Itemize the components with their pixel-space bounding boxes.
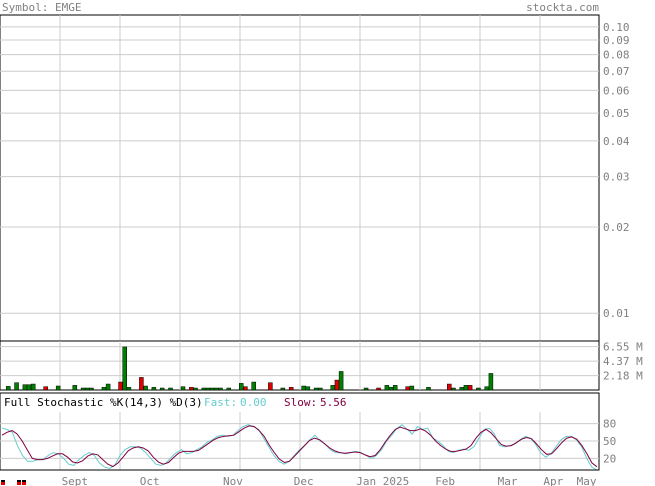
volume-bar <box>201 387 207 391</box>
volume-bar <box>388 387 394 391</box>
volume-bar <box>301 385 306 391</box>
volume-bar <box>55 385 61 391</box>
volume-bar <box>384 385 390 391</box>
volume-bar <box>214 387 219 391</box>
volume-bar <box>122 346 127 391</box>
volume-bar <box>180 386 186 391</box>
x-tick-label: Feb <box>435 475 455 486</box>
volume-bar <box>330 385 336 391</box>
volume-bar <box>189 387 194 391</box>
slow-label: Slow: <box>284 396 317 409</box>
volume-bar <box>488 373 494 391</box>
volume-bar <box>392 385 398 391</box>
price-tick-label: 0.08 <box>603 49 630 62</box>
fast-line <box>1 424 598 471</box>
volume-bar <box>313 387 319 391</box>
stochastic-tick-label: 20 <box>603 452 616 465</box>
volume-bar <box>168 387 173 391</box>
volume-bar <box>251 381 256 391</box>
volume-bar <box>151 387 157 391</box>
volume-bar <box>463 385 469 391</box>
volume-bar <box>288 387 294 391</box>
volume-bar <box>80 387 86 391</box>
x-tick-label: Dec <box>294 475 314 486</box>
volume-bar <box>226 387 232 391</box>
volume-bar <box>43 386 48 391</box>
price-tick-label: 0.01 <box>603 307 630 320</box>
volume-bar <box>22 384 28 391</box>
price-tick-label: 0.02 <box>603 221 630 234</box>
volume-bar <box>409 385 415 391</box>
volume-bar <box>14 382 19 391</box>
volume-bar <box>118 381 123 391</box>
volume-bar <box>484 386 489 391</box>
volume-bar <box>334 379 340 391</box>
stochastic-title: Full Stochastic %K(14,3) %D(3) <box>4 396 203 409</box>
volume-bar <box>143 385 148 391</box>
price-tick-label: 0.03 <box>603 171 630 184</box>
volume-bar <box>305 386 311 391</box>
price-panel: 0.100.09 0.08 0.07 0.06 0.05 0.04 0.03 0.02 0.01 <box>0 14 630 342</box>
volume-tick-label: 4.37 M <box>603 355 643 368</box>
volume-bar <box>376 387 381 391</box>
volume-bar <box>89 387 94 391</box>
volume-bar <box>243 386 248 391</box>
volume-bar <box>159 387 165 391</box>
price-tick-label: 0.04 <box>603 135 630 148</box>
x-tick-label: Nov <box>223 475 243 486</box>
x-tick-label: Sept <box>62 475 89 486</box>
volume-bar <box>126 387 132 391</box>
volume-bar <box>139 377 144 391</box>
volume-bar <box>72 385 78 391</box>
price-tick-label: 0.06 <box>603 84 630 97</box>
slow-value: 5.56 <box>320 396 347 409</box>
volume-bar <box>426 387 431 391</box>
x-tick-label: Mar <box>498 475 518 486</box>
slow-line <box>1 425 598 468</box>
volume-bar <box>268 382 273 391</box>
volume-bar <box>205 387 211 391</box>
fast-label: Fast: <box>204 396 237 409</box>
price-tick-label: 0.07 <box>603 65 630 78</box>
volume-bar <box>476 387 481 391</box>
volume-bar <box>363 387 369 391</box>
volume-bar <box>318 387 323 391</box>
x-tick-label: Jan 2025 <box>356 475 409 486</box>
volume-bar <box>459 387 465 391</box>
volume-panel: 6.55 M4.37 M 2.18 M <box>0 340 643 391</box>
volume-bar <box>105 383 111 391</box>
volume-bar <box>405 386 410 391</box>
stochastic-tick-label: 80 <box>603 418 616 431</box>
price-tick-label: 0.10 <box>603 21 630 34</box>
x-tick-label: Apr <box>543 475 563 486</box>
volume-bar <box>30 383 36 391</box>
stochastic-tick-label: 50 <box>603 435 616 448</box>
volume-bar <box>101 387 107 391</box>
x-tick-label: May <box>577 475 597 486</box>
x-axis: Sept Oct Nov Dec Jan 2025 Feb Mar Apr May <box>0 469 599 486</box>
volume-bar <box>5 386 11 391</box>
volume-bar <box>338 371 344 391</box>
volume-bar <box>218 387 223 391</box>
fast-value: 0.00 <box>240 396 267 409</box>
volume-bar <box>280 387 286 391</box>
price-tick-label: 0.09 <box>603 34 630 47</box>
site-label: stockta.com <box>526 1 599 14</box>
volume-tick-label: 6.55 M <box>603 341 643 354</box>
volume-bar <box>238 383 244 391</box>
price-tick-label: 0.05 <box>603 107 630 120</box>
volume-bar <box>467 385 473 391</box>
volume-bar <box>209 387 215 391</box>
volume-bar <box>85 387 90 391</box>
stochastic-panel: Full Stochastic %K(14,3) %D(3) Fast: 0.0… <box>0 392 616 471</box>
symbol-label: Symbol: EMGE <box>2 1 81 14</box>
volume-tick-label: 2.18 M <box>603 370 643 383</box>
candle-icon <box>1 480 26 485</box>
volume-bar <box>447 383 452 391</box>
volume-bar <box>193 387 198 391</box>
volume-bar <box>451 387 456 391</box>
volume-bar <box>26 384 32 391</box>
x-tick-label: Oct <box>140 475 160 486</box>
